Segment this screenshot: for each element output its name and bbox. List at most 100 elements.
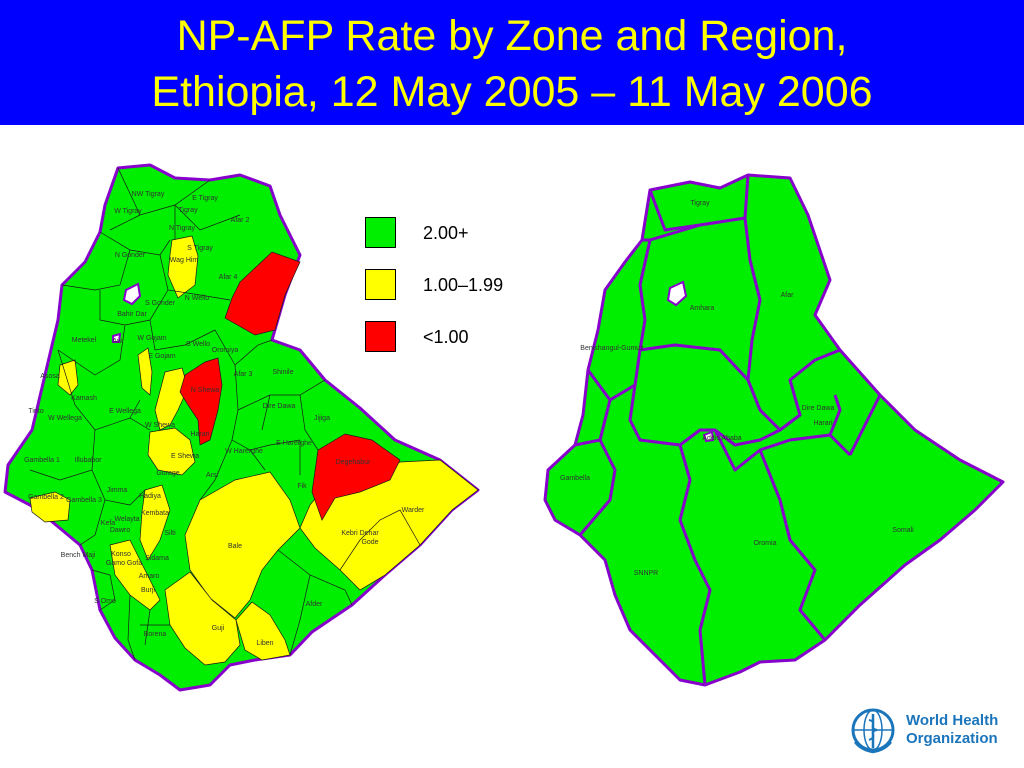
who-emblem-icon	[851, 708, 895, 754]
zone-label: E Harerghe	[276, 440, 312, 447]
legend-item-good: 2.00+	[365, 217, 555, 249]
legend-swatch-mid	[365, 269, 396, 300]
zone-label: N Wello	[185, 295, 209, 302]
region-label: Oromia	[754, 540, 777, 547]
who-logo: World Health Organization	[849, 706, 1019, 754]
region-label: Amhara	[690, 305, 715, 312]
zone-konso-amaro	[109, 539, 161, 611]
zone-wag-him	[167, 235, 199, 299]
zone-label: Burji	[141, 587, 155, 594]
region-label: Afar	[781, 292, 795, 299]
zone-label: W Harerghe	[225, 448, 263, 455]
zone-label: Gamo Gofa	[106, 560, 142, 567]
zone-label: W Wellega	[48, 415, 82, 422]
zone-label: NW Tigray	[132, 191, 165, 198]
zone-label: Konso	[111, 551, 131, 558]
zone-label: Silti	[164, 530, 176, 537]
legend-label-good: 2.00+	[423, 223, 469, 243]
zone-label: E Gojam	[148, 353, 175, 360]
zone-label: Afder	[306, 601, 323, 608]
zone-label: Amaro	[139, 573, 160, 580]
title-line-1: NP-AFP Rate by Zone and Region,	[176, 12, 848, 60]
zone-label: Dire Dawa	[263, 403, 296, 410]
zone-label: Jijiga	[314, 415, 330, 422]
region-label: Dire Dawa	[802, 405, 835, 412]
zone-label: Kembata	[141, 510, 169, 517]
legend-swatch-good	[365, 217, 396, 248]
zone-label: Dawro	[110, 527, 130, 534]
zone-label: Hadiya	[139, 493, 161, 500]
zone-label: Welayta	[114, 516, 139, 523]
zone-label: Guji	[212, 625, 225, 632]
zone-label: S Gonder	[145, 300, 176, 307]
zone-label: Afar 3	[234, 371, 253, 378]
zone-label: Asosa	[40, 373, 60, 380]
zone-label: Warder	[402, 507, 425, 514]
zone-label: Tigray	[178, 207, 198, 214]
zone-label: E Shewa	[171, 453, 199, 460]
zone-label: N Shewa	[191, 387, 220, 394]
zone-west-shewa-strip	[147, 427, 196, 476]
lake-tana-region	[666, 280, 688, 307]
zone-label: Harari	[190, 431, 210, 438]
zone-label: Degehabur	[336, 459, 371, 466]
zone-label: W Shewa	[145, 422, 175, 429]
zone-map: NW Tigray E Tigray W Tigray Tigray Afar 2 N T…	[3, 163, 480, 692]
zone-degehabur	[311, 433, 401, 521]
zone-label: N Gonder	[115, 252, 146, 259]
title-line-2: Ethiopia, 12 May 2005 – 11 May 2006	[151, 68, 873, 116]
zone-label: S Omo	[94, 598, 116, 605]
region-label: Addis Ababa	[702, 435, 741, 442]
zone-gambella-2	[29, 491, 71, 523]
region-label: Benishangul-Gumuz	[580, 345, 644, 352]
legend-label-mid: 1.00–1.99	[423, 275, 504, 295]
zone-label: Kamash	[71, 395, 97, 402]
zone-liben	[235, 601, 291, 661]
zone-label: Gurage	[156, 470, 179, 477]
legend-label-low: <1.00	[423, 327, 469, 347]
zone-label: Gambella 2	[28, 494, 64, 501]
zone-label: Gode	[361, 539, 378, 546]
zone-label: Tinto	[28, 408, 43, 415]
zone-label: Gambella 3	[66, 497, 102, 504]
zone-label: Gambella 1	[24, 457, 60, 464]
zone-label: S Wello	[186, 341, 210, 348]
zone-label: Liben	[256, 640, 273, 647]
zone-label: Borena	[144, 631, 167, 638]
region-map-outline	[543, 173, 1005, 687]
region-label: Tigray	[690, 200, 710, 207]
legend-item-low: <1.00	[365, 321, 555, 353]
zone-label: Kebri Dehar	[341, 530, 379, 537]
zone-label: Sidama	[145, 555, 169, 562]
zone-gurage-strip	[139, 484, 171, 561]
zone-lines-south	[91, 509, 421, 661]
zone-label: E Wellega	[109, 408, 141, 415]
region-label: Somali	[892, 527, 914, 534]
zone-label: Afar 2	[231, 217, 250, 224]
region-map-labels: Tigray Amhara Afar Benishangul-Gumuz Addis A…	[560, 200, 914, 577]
who-text-line-1: World Health	[906, 712, 999, 729]
zone-map-labels: NW Tigray E Tigray W Tigray Tigray Afar 2 N T…	[24, 191, 425, 647]
zone-label: S Tigray	[187, 245, 213, 252]
lake-tana	[122, 282, 142, 306]
zone-label: W Gojam	[137, 335, 166, 342]
region-label: Gambella	[560, 475, 590, 482]
zone-label: Oromiya	[212, 347, 239, 354]
zone-label: Awi	[112, 338, 124, 345]
region-label: SNNPR	[634, 570, 659, 577]
zone-label: Afar 4	[219, 274, 238, 281]
zone-label: E Tigray	[192, 195, 218, 202]
region-borders	[574, 174, 882, 686]
zone-label: Illubabor	[75, 457, 103, 464]
who-text-line-2: Organization	[906, 730, 998, 747]
zone-lines-north	[57, 167, 241, 376]
legend-swatch-low	[365, 321, 396, 352]
zone-label: N Tigray	[169, 225, 196, 232]
zone-label: Jimma	[107, 487, 128, 494]
zone-label: Arsi	[206, 472, 219, 479]
region-label: Harari	[813, 420, 833, 427]
zone-label: Bale	[228, 543, 242, 550]
lake-small-1	[112, 332, 122, 343]
zone-north-gonder-strip	[137, 347, 153, 396]
